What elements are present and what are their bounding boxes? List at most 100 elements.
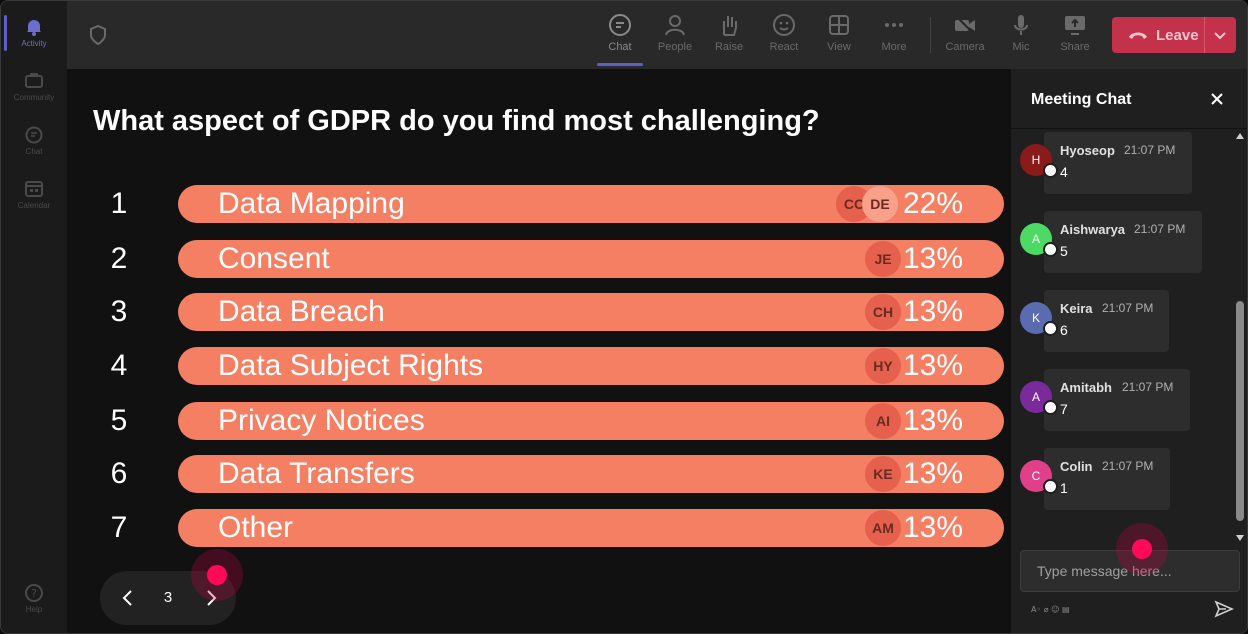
react-button[interactable]: React (758, 9, 810, 63)
poll-question: What aspect of GDPR do you find most cha… (93, 105, 820, 137)
share-button[interactable]: Share (1049, 9, 1101, 63)
option-number: 4 (110, 349, 128, 382)
message-text: 5 (1060, 243, 1068, 259)
leave-divider (1204, 17, 1205, 53)
poll-option: 2 Consent JE 13% (67, 240, 1011, 278)
more-dots-icon (885, 23, 903, 27)
svg-text:?: ? (31, 587, 37, 600)
rail-help-label: Help (25, 605, 43, 614)
option-label: Data Breach (218, 295, 385, 328)
rail-community[interactable]: Community (1, 61, 67, 113)
avatar: A (1020, 223, 1058, 257)
calendar-icon (25, 181, 43, 197)
chevron-left-icon[interactable] (118, 588, 138, 608)
option-label: Consent (218, 242, 330, 275)
rail-community-label: Community (13, 93, 55, 102)
chat-button[interactable]: Chat (594, 9, 646, 63)
chat-button-label: Chat (608, 41, 632, 53)
message-time: 21:07 PM (1134, 222, 1186, 236)
format-toolbar-icon[interactable]: A◦ ⌀ ☺ ▤ (1031, 604, 1091, 614)
poll-option: 6 Data Transfers KE 13% (67, 455, 1011, 493)
rail-chat-label: Chat (25, 147, 43, 156)
avatar: C (1020, 460, 1058, 494)
poll-option: 3 Data Breach CH 13% (67, 293, 1011, 331)
rail-activity-label: Activity (21, 39, 47, 48)
chat-bubble-icon (609, 14, 631, 36)
voter-avatar: AM (865, 510, 901, 546)
share-screen-icon (1065, 16, 1085, 35)
avatar: K (1020, 302, 1058, 336)
message-text: 4 (1060, 164, 1068, 180)
option-label: Other (218, 511, 294, 544)
message-bubble: Keira 21:07 PM 6 (1044, 290, 1169, 352)
rail-activity[interactable]: Activity (1, 7, 67, 59)
close-icon[interactable] (1209, 91, 1225, 107)
raise-hand-icon (723, 16, 737, 36)
option-label: Data Transfers (218, 457, 415, 490)
option-number: 6 (110, 457, 128, 490)
poll-option: 1 Data Mapping CC DE 22% (67, 185, 1011, 223)
chat-scrollbar[interactable] (1234, 131, 1246, 543)
voter-avatar: JE (865, 241, 901, 277)
voter-avatar: CH (865, 294, 901, 330)
view-button-label: View (827, 41, 851, 53)
message-bubble: Aishwarya 21:07 PM 5 (1044, 211, 1202, 273)
pointer-highlight (191, 549, 243, 601)
chat-message-input[interactable]: Type message here... (1020, 550, 1240, 592)
sender-name: Keira (1060, 301, 1093, 316)
rail-calendar[interactable]: Calendar (1, 169, 67, 221)
raise-hand-button[interactable]: Raise (703, 9, 755, 63)
meeting-chat-panel: Meeting Chat Hyoseop 21:07 PM 4 H Aishwa… (1011, 69, 1247, 633)
people-button[interactable]: People (649, 9, 701, 63)
grid-view-icon (829, 15, 849, 35)
option-percent: 13% (903, 511, 964, 544)
share-button-label: Share (1060, 41, 1090, 53)
message-bubble: Amitabh 21:07 PM 7 (1044, 369, 1190, 431)
poll-option: 4 Data Subject Rights HY 13% (67, 347, 1011, 385)
avatar: A (1020, 381, 1058, 415)
message-time: 21:07 PM (1102, 301, 1154, 315)
message-bubble: Colin 21:07 PM 1 (1044, 448, 1170, 510)
hang-up-icon (1129, 32, 1147, 39)
scroll-down-arrow[interactable] (1236, 535, 1244, 541)
send-icon[interactable] (1214, 599, 1234, 619)
option-percent: 13% (903, 242, 964, 275)
poll-option: 7 Other AM 13% (67, 509, 1011, 547)
option-number: 5 (110, 404, 128, 437)
message-text: 7 (1060, 401, 1068, 417)
people-icon (665, 15, 685, 36)
option-percent: 13% (903, 457, 964, 490)
people-button-label: People (657, 41, 693, 53)
more-button[interactable]: More (868, 9, 920, 63)
option-percent: 13% (903, 295, 964, 328)
leave-button-label: Leave (1156, 26, 1199, 44)
community-icon (25, 73, 43, 88)
mic-button[interactable]: Mic (995, 9, 1047, 63)
voter-avatar: HY (865, 348, 901, 384)
raise-hand-label: Raise (714, 41, 744, 53)
view-button[interactable]: View (813, 9, 865, 63)
chevron-down-icon[interactable] (1212, 27, 1228, 43)
svg-text:A◦ ⌀ ☺ ▤: A◦ ⌀ ☺ ▤ (1031, 605, 1070, 614)
option-label: Privacy Notices (218, 404, 425, 437)
poll-option: 5 Privacy Notices AI 13% (67, 402, 1011, 440)
camera-button[interactable]: Camera (939, 9, 991, 63)
scroll-up-arrow[interactable] (1236, 133, 1244, 139)
leave-button[interactable]: Leave (1112, 17, 1236, 53)
option-label: Data Subject Rights (218, 349, 484, 382)
message-time: 21:07 PM (1102, 459, 1154, 473)
chevron-right-icon[interactable] (201, 588, 221, 608)
poll-stage: What aspect of GDPR do you find most cha… (67, 69, 1011, 633)
react-button-label: React (769, 41, 799, 53)
scroll-thumb[interactable] (1236, 301, 1244, 521)
avatar: H (1020, 144, 1058, 178)
pointer-highlight (1116, 523, 1168, 575)
shield-icon (90, 25, 106, 45)
rail-help[interactable]: ? Help (1, 573, 67, 625)
rail-chat[interactable]: Chat (1, 115, 67, 167)
voter-avatar: DE (862, 186, 898, 222)
toolbar-divider (930, 17, 931, 53)
rail-calendar-label: Calendar (17, 201, 51, 210)
camera-button-label: Camera (945, 41, 985, 53)
